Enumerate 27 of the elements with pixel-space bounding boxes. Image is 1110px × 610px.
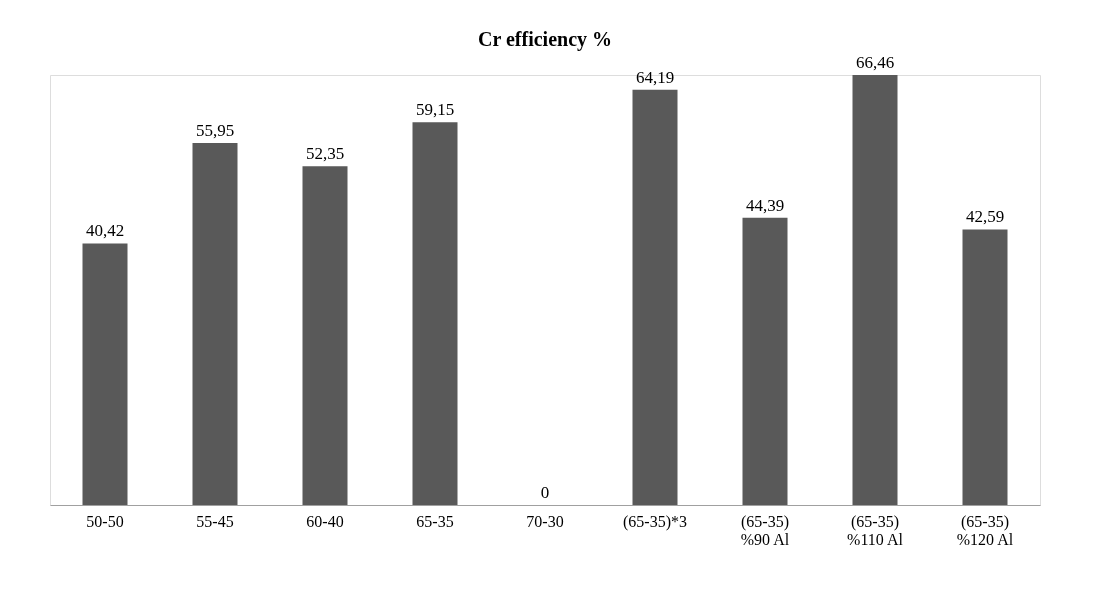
x-tick-label: 55-45 bbox=[196, 512, 234, 530]
bar bbox=[302, 166, 348, 505]
x-tick-label: 65-35 bbox=[416, 512, 454, 530]
x-tick-label: (65-35) %90 Al bbox=[740, 512, 790, 548]
data-label: 42,59 bbox=[965, 207, 1005, 227]
x-tick-label: 60-40 bbox=[306, 512, 344, 530]
data-label: 64,19 bbox=[635, 67, 675, 87]
bar bbox=[852, 75, 898, 505]
bar bbox=[632, 89, 678, 505]
data-label: 66,46 bbox=[855, 53, 895, 72]
data-label: 40,42 bbox=[85, 221, 125, 241]
data-label: 55,95 bbox=[195, 121, 235, 140]
x-tick-label: (65-35)*3 bbox=[623, 512, 687, 531]
data-label: 52,35 bbox=[305, 144, 345, 164]
bar bbox=[192, 143, 238, 505]
chart-title: Cr efficiency % bbox=[477, 28, 613, 51]
bar bbox=[962, 229, 1008, 505]
data-label: 59,15 bbox=[415, 100, 455, 120]
bar bbox=[412, 122, 458, 505]
bar bbox=[82, 243, 128, 505]
x-tick-label: 70-30 bbox=[526, 512, 564, 530]
x-tick-label: (65-35) %110 Al bbox=[847, 512, 904, 548]
data-label: 0 bbox=[540, 483, 550, 502]
x-tick-label: (65-35) %120 Al bbox=[956, 512, 1014, 548]
bar bbox=[742, 217, 788, 505]
x-tick-label: 50-50 bbox=[86, 512, 124, 530]
data-label: 44,39 bbox=[745, 195, 785, 215]
